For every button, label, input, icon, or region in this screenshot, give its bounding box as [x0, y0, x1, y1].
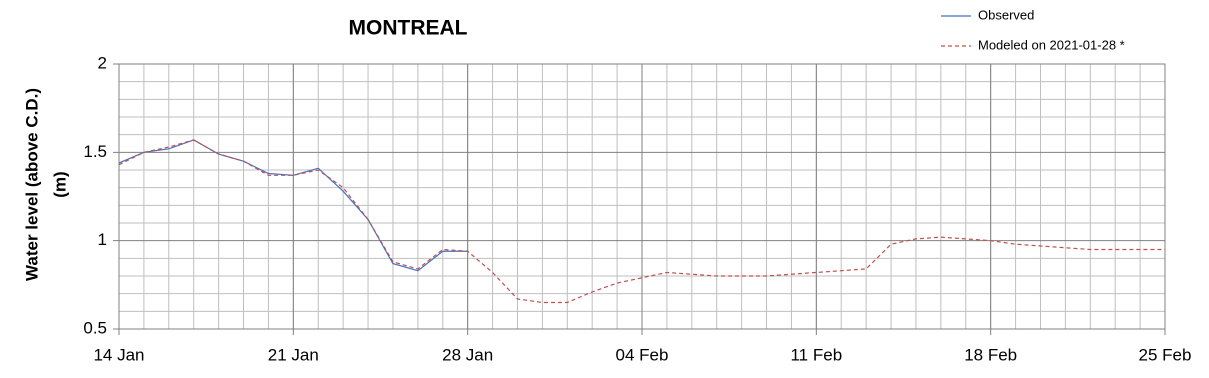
x-tick-label: 14 Jan — [93, 345, 144, 364]
legend-label: Modeled on 2021-01-28 * — [978, 37, 1125, 52]
series-line — [118, 139, 468, 272]
x-tick-label: 11 Feb — [790, 345, 842, 364]
y-tick-label: 1 — [98, 230, 107, 249]
y-tick-label: 2 — [98, 53, 107, 72]
y-axis-label: Water level (above C.D.) — [22, 88, 41, 281]
chart-title: MONTREAL — [349, 17, 468, 40]
series-line — [118, 139, 1165, 304]
x-tick-label: 18 Feb — [964, 345, 1017, 364]
x-tick-label: 21 Jan — [268, 345, 319, 364]
y-tick-label: 0.5 — [83, 318, 107, 337]
y-axis-label: (m) — [50, 171, 69, 197]
legend-label: Observed — [978, 7, 1034, 22]
x-tick-label: 25 Feb — [1139, 345, 1192, 364]
x-tick-label: 28 Jan — [442, 345, 493, 364]
y-tick-label: 1.5 — [83, 142, 107, 161]
x-tick-label: 04 Feb — [616, 345, 669, 364]
